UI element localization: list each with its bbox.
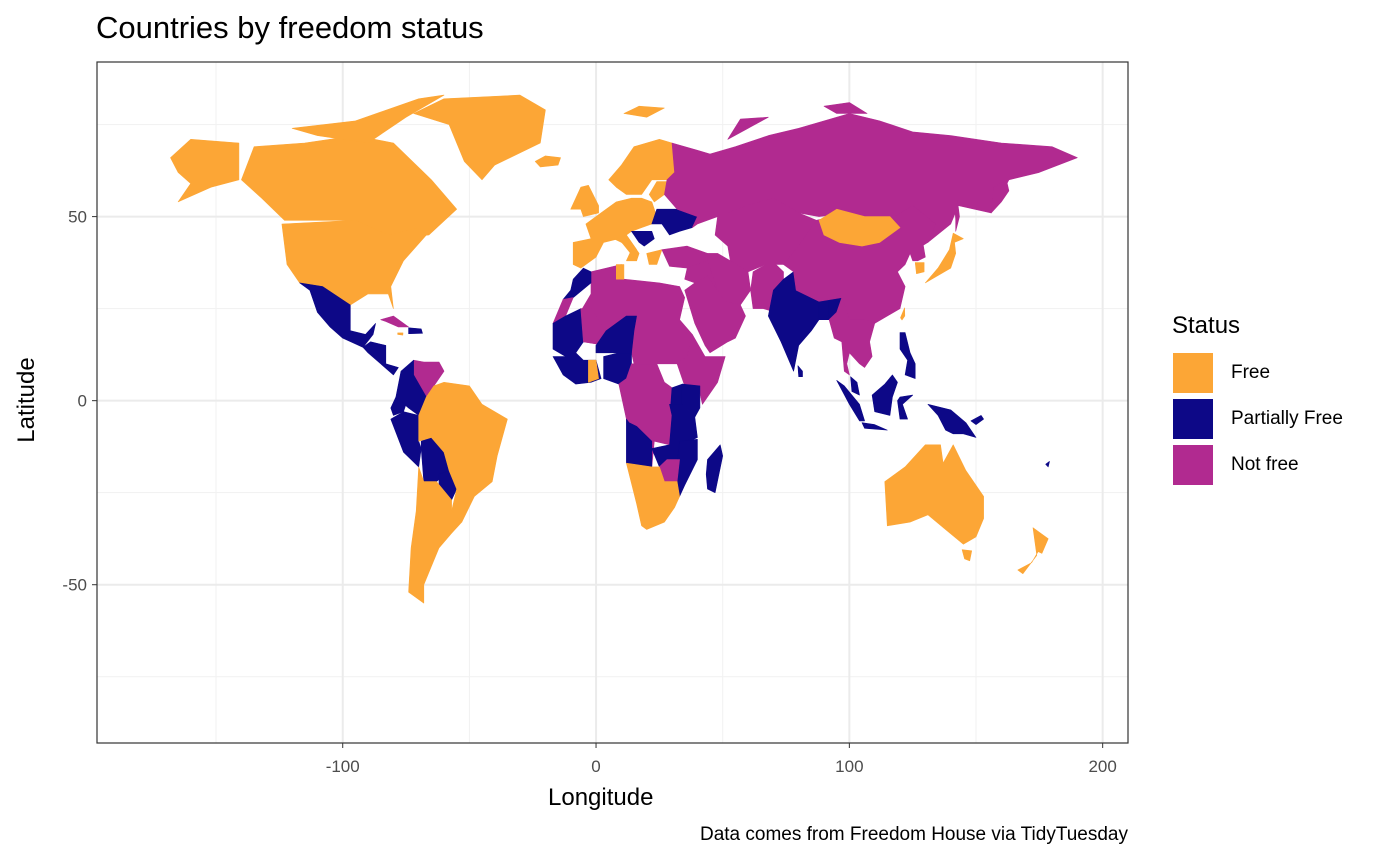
country-uk-and-ireland: [570, 185, 599, 217]
country-uganda: [670, 383, 683, 405]
country-sakhalin: [954, 200, 960, 232]
country-south-korea: [914, 262, 925, 275]
country-mainland-southeast-asia: [828, 297, 876, 376]
country-greenland: [413, 94, 546, 181]
country-madagascar: [705, 444, 724, 494]
country-levant-and-iraq: [684, 260, 718, 291]
country-greece: [646, 249, 663, 265]
legend-label-free: Free: [1231, 362, 1271, 383]
country-paraguay: [438, 470, 458, 501]
country-peru: [390, 411, 422, 468]
country-central-america: [362, 341, 399, 376]
country-new-zealand: [1017, 527, 1049, 575]
country-southern-africa: [626, 462, 680, 530]
country-borneo: [871, 374, 898, 416]
country-ghana: [588, 359, 599, 383]
legend-title: Status: [1172, 312, 1241, 339]
country-canada: [241, 135, 458, 239]
x-axis-label: Longitude: [548, 784, 654, 811]
country-niger: [595, 315, 637, 354]
x-tick-label: 200: [1088, 757, 1116, 776]
y-tick-label: 0: [78, 392, 87, 411]
panel-border: [96, 61, 1129, 744]
country-ecuador: [390, 396, 407, 416]
legend-label-partially-free: Partially Free: [1231, 408, 1343, 429]
country-japan: [924, 232, 964, 284]
country-taiwan: [900, 307, 906, 321]
country-mexico: [299, 282, 376, 348]
y-tick-label: 50: [68, 208, 87, 227]
legend-item-not-free: Not free: [1172, 442, 1343, 488]
country-russian-arctic-islands: [823, 102, 868, 114]
country-italy: [613, 234, 640, 262]
country-novaya-zemlya: [727, 116, 769, 140]
country-united-states: [281, 220, 427, 309]
country-jamaica: [397, 332, 404, 336]
country-morocco: [562, 267, 592, 300]
axis-ticks: -100 0 100 200 -50 0 50: [62, 208, 1116, 776]
country-mauritania-and-senegal: [552, 308, 584, 357]
country-philippines: [899, 332, 916, 379]
country-balkans: [631, 231, 655, 247]
country-new-guinea: [927, 403, 977, 438]
y-tick-label: -50: [62, 576, 87, 595]
country-tasmania: [961, 549, 973, 562]
country-malaysia-and-singapore: [850, 376, 860, 396]
x-tick-label: 100: [835, 757, 863, 776]
country-kamchatka: [990, 179, 1010, 214]
country-sri-lanka: [797, 365, 803, 378]
country-tunisia: [615, 264, 625, 280]
country-fiji: [1045, 461, 1050, 468]
legend-item-free: Free: [1172, 350, 1343, 396]
y-axis-label: Latitude: [13, 357, 40, 443]
country-brazil: [418, 381, 508, 523]
country-mongolia: [818, 208, 901, 247]
country-southern-cone: [408, 466, 463, 604]
country-china: [783, 205, 936, 324]
country-sulawesi: [897, 394, 914, 420]
country-baltic-states: [648, 181, 668, 203]
x-tick-label: -100: [326, 757, 360, 776]
chart-caption: Data comes from Freedom House via TidyTu…: [699, 824, 1128, 845]
legend-label-not-free: Not free: [1231, 454, 1299, 475]
country-sumatra: [836, 380, 865, 422]
country-papua-new-guinea-islands: [970, 415, 984, 425]
chart-title: Countries by freedom status: [96, 10, 484, 45]
country-java: [861, 422, 888, 431]
legend-item-partially-free: Partially Free: [1172, 396, 1343, 442]
legend: Status Free Partially Free Not free: [1172, 312, 1343, 488]
country-canadian-arctic: [291, 94, 445, 144]
country-svalbard: [623, 105, 665, 118]
country-korean-peninsula: [909, 242, 926, 262]
legend-swatch-free: [1172, 352, 1214, 394]
country-cuba: [380, 315, 409, 328]
country-layer: [170, 94, 1078, 604]
country-iceland: [534, 155, 561, 168]
x-tick-label: 0: [591, 757, 600, 776]
country-australia: [884, 444, 984, 545]
legend-swatch-not-free: [1172, 444, 1214, 486]
country-hispaniola: [408, 327, 423, 335]
country-alaska: [170, 139, 240, 203]
legend-swatch-partially-free: [1172, 398, 1214, 440]
